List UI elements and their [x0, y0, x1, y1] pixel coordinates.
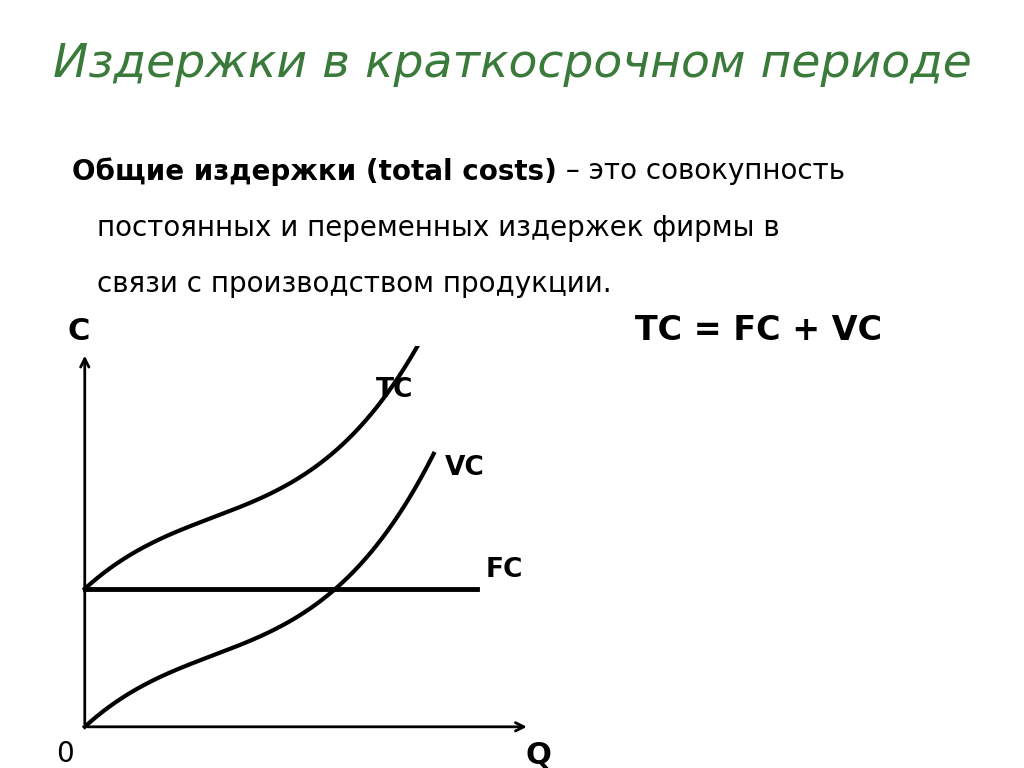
Text: – это совокупность: – это совокупность — [557, 157, 845, 185]
Text: Издержки в краткосрочном периоде: Издержки в краткосрочном периоде — [52, 42, 972, 88]
Text: С: С — [67, 316, 89, 346]
Text: TC: TC — [376, 377, 414, 402]
Text: FC: FC — [486, 558, 523, 584]
Text: Общие издержки (total costs): Общие издержки (total costs) — [72, 157, 557, 186]
Text: связи с производством продукции.: связи с производством продукции. — [97, 270, 612, 297]
Text: Q: Q — [525, 741, 551, 768]
Text: VC: VC — [444, 455, 484, 482]
Text: постоянных и переменных издержек фирмы в: постоянных и переменных издержек фирмы в — [97, 214, 780, 241]
Text: TC = FC + VC: TC = FC + VC — [635, 314, 882, 347]
Text: 0: 0 — [56, 740, 74, 767]
